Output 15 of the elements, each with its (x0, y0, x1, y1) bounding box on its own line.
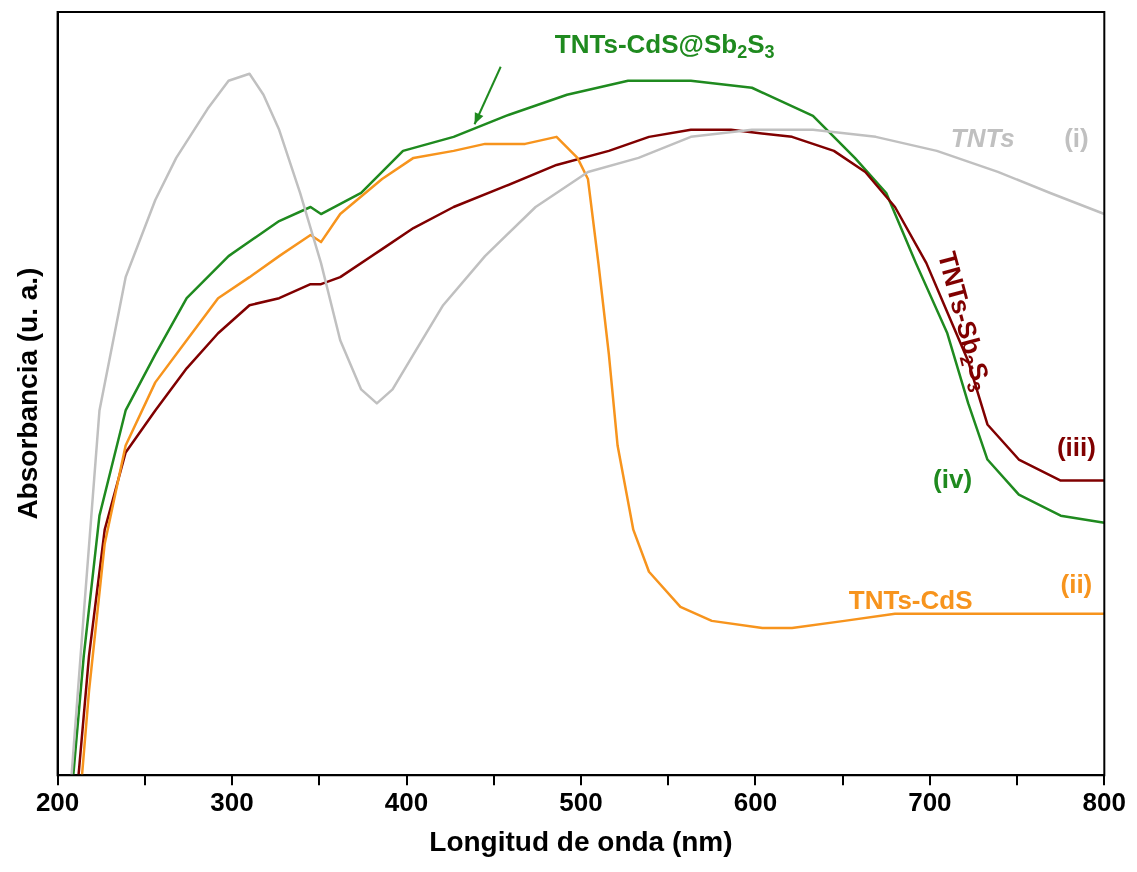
annotation: (iv) (933, 463, 973, 494)
x-axis-title: Longitud de onda (nm) (429, 825, 733, 857)
x-tick-label: 600 (733, 786, 778, 817)
annotation: (i) (1064, 122, 1089, 153)
x-tick-label: 800 (1082, 786, 1127, 817)
annotation: (ii) (1060, 568, 1093, 599)
x-tick-label: 700 (908, 786, 952, 817)
y-axis-title: Absorbancia (u. a.) (11, 267, 43, 520)
x-tick-label: 300 (210, 786, 254, 817)
x-tick-label: 200 (35, 786, 80, 817)
x-tick-label: 400 (384, 786, 429, 817)
series-label: TNTs (950, 122, 1015, 153)
series-label: TNTs-CdS (848, 585, 973, 616)
annotation: (iii) (1056, 432, 1096, 463)
x-tick-label: 500 (559, 786, 603, 817)
